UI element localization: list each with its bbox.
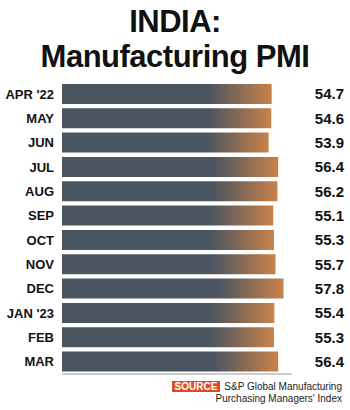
svg-text:55.7: 55.7	[315, 256, 342, 273]
svg-text:JUN: JUN	[28, 135, 54, 150]
svg-text:54.6: 54.6	[315, 110, 342, 127]
svg-text:55.3: 55.3	[315, 329, 342, 346]
svg-text:JAN '23: JAN '23	[8, 306, 54, 321]
svg-text:53.9: 53.9	[315, 134, 342, 151]
html-text:SOURCE: SOURCE	[174, 381, 218, 392]
svg-text:56.4: 56.4	[315, 158, 342, 175]
svg-text:56.2: 56.2	[315, 183, 342, 200]
svg-text:55.3: 55.3	[315, 231, 342, 248]
svg-text:NOV: NOV	[26, 257, 55, 272]
svg-text:MAY: MAY	[26, 111, 54, 126]
svg-text:JUL: JUL	[29, 160, 54, 175]
svg-text:55.4: 55.4	[315, 304, 342, 321]
svg-text:SEP: SEP	[28, 208, 54, 223]
svg-text:AUG: AUG	[25, 184, 54, 199]
html-text:S&P Global Manufacturing Purch: S&P Global Manufacturing Purchasing Mana…	[215, 381, 342, 404]
html-text:INDIA:: INDIA:	[129, 4, 221, 39]
svg-text:APR '22: APR '22	[8, 87, 54, 102]
svg-text:55.1: 55.1	[315, 207, 342, 224]
svg-text:56.4: 56.4	[315, 353, 342, 370]
svg-text:OCT: OCT	[27, 233, 55, 248]
svg-text:DEC: DEC	[27, 281, 55, 296]
html-text:Manufacturing PMI: Manufacturing PMI	[40, 39, 310, 74]
svg-text:54.7: 54.7	[315, 85, 342, 102]
svg-text:MAR: MAR	[24, 354, 54, 369]
svg-text:FEB: FEB	[28, 330, 54, 345]
svg-text:57.8: 57.8	[315, 280, 342, 297]
